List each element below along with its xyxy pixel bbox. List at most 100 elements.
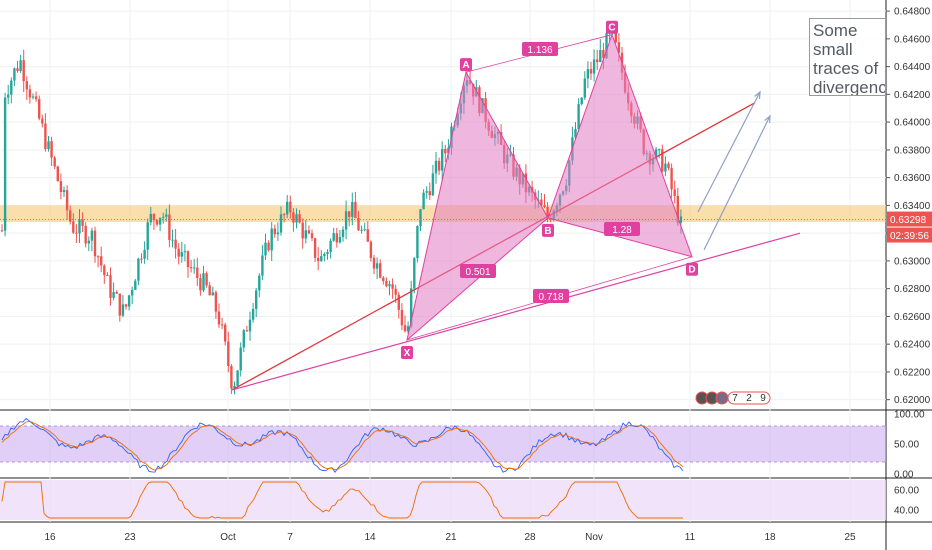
- candle-body: [375, 263, 379, 269]
- time-tick-label: Oct: [220, 532, 236, 543]
- event-icon: [715, 391, 729, 405]
- time-tick-label: 16: [44, 532, 56, 543]
- candle-body: [592, 59, 596, 74]
- candle-body: [394, 288, 397, 295]
- candle-body: [242, 330, 245, 348]
- candle-body: [227, 341, 230, 366]
- candle-body: [338, 236, 342, 243]
- candle-body: [186, 251, 190, 268]
- candle-body: [112, 292, 115, 298]
- candle-body: [406, 326, 410, 332]
- candle-body: [437, 160, 441, 171]
- candle-body: [428, 191, 431, 196]
- candle-body: [78, 219, 81, 234]
- candle-body: [180, 252, 183, 257]
- candle-body: [174, 239, 177, 249]
- candle-body: [47, 141, 50, 150]
- countdown-label: 02:39:56: [890, 231, 929, 242]
- note-line-4: divergenc: [813, 78, 886, 96]
- ratio-label-bg: [604, 222, 640, 236]
- candle-body: [146, 222, 149, 250]
- candle-body: [106, 275, 109, 277]
- candle-body: [344, 211, 348, 230]
- candle-body: [273, 228, 276, 235]
- stoch-tick-label: 100.00: [894, 410, 925, 421]
- projection-arrow-1: [697, 91, 761, 213]
- candle-body: [577, 104, 580, 130]
- event-count: 9: [760, 393, 766, 404]
- time-tick-label: 18: [764, 532, 776, 543]
- candle-body: [16, 68, 19, 71]
- candle-body: [96, 256, 100, 258]
- candle-body: [388, 284, 391, 287]
- candle-body: [202, 273, 205, 291]
- candle-body: [143, 249, 146, 259]
- candle-body: [661, 149, 664, 172]
- candle-body: [605, 33, 608, 59]
- candle-body: [286, 201, 289, 215]
- time-tick-label: 25: [844, 532, 856, 543]
- candle-body: [239, 347, 242, 371]
- time-tick-label: 11: [685, 532, 696, 543]
- candle-body: [171, 239, 174, 241]
- candle-body: [329, 240, 332, 252]
- candle-body: [34, 96, 38, 100]
- candle-body: [59, 181, 63, 193]
- candle-body: [416, 226, 419, 259]
- candle-body: [323, 253, 326, 257]
- candle-body: [208, 285, 211, 296]
- pattern-point-label-a: A: [462, 60, 469, 71]
- candle-body: [326, 251, 329, 254]
- candle-body: [137, 258, 140, 281]
- candle-body: [121, 304, 125, 316]
- candle-body: [25, 81, 28, 90]
- candle-body: [357, 217, 360, 231]
- price-tick-label: 0.62000: [894, 395, 931, 406]
- candle-body: [258, 275, 261, 291]
- candle-body: [162, 216, 165, 218]
- candle-body: [385, 281, 388, 287]
- candle-body: [654, 149, 658, 159]
- candle-body: [574, 129, 577, 138]
- note-line-1: Some: [813, 21, 858, 40]
- pattern-point-marker: [686, 262, 698, 276]
- pattern-point-marker: [401, 346, 413, 359]
- candle-body: [335, 233, 338, 243]
- candle-body: [196, 267, 199, 279]
- rsi-band: [0, 480, 886, 520]
- candle-body: [546, 206, 549, 219]
- candle-body: [673, 189, 676, 196]
- candle-body: [65, 190, 69, 211]
- candle-body: [310, 233, 314, 239]
- candle-body: [109, 275, 112, 298]
- candle-body: [295, 214, 298, 223]
- candle-body: [19, 60, 22, 71]
- candle-body: [360, 229, 363, 231]
- candle-body: [255, 290, 258, 309]
- time-tick-label: 7: [287, 532, 293, 543]
- divergence-note[interactable]: Some small traces of divergenc: [809, 18, 886, 96]
- candle-body: [38, 99, 41, 119]
- rsi-tick-label: 60.00: [894, 486, 919, 497]
- current-price-badge: [887, 211, 932, 227]
- candle-body: [62, 190, 66, 193]
- candle-body: [543, 205, 546, 207]
- event-count-badge: [727, 391, 771, 405]
- stoch-k-line: [1, 417, 684, 473]
- price-tick-label: 0.62400: [894, 340, 931, 351]
- ratio-label-bg: [460, 264, 496, 278]
- candle-body: [214, 292, 218, 312]
- candle-body: [81, 219, 84, 226]
- candle-body: [93, 230, 97, 257]
- candle-body: [233, 386, 236, 389]
- countdown-badge: [887, 227, 932, 243]
- candle-body: [155, 220, 159, 225]
- candle-body: [134, 280, 137, 290]
- candle-body: [100, 256, 103, 266]
- price-tick-label: 0.62600: [894, 312, 931, 323]
- candle-body: [267, 242, 270, 251]
- candle-body: [248, 319, 252, 332]
- candle-body: [28, 89, 32, 98]
- candle-body: [251, 308, 255, 320]
